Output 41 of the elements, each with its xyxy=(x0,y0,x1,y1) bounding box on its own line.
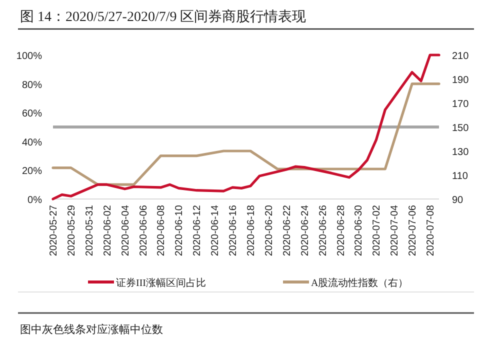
x-tick-label: 2020-06-26 xyxy=(318,204,329,256)
y-tick-label: 40% xyxy=(22,137,42,148)
x-tick-label: 2020-06-02 xyxy=(102,204,114,256)
x-tick-label: 2020-06-06 xyxy=(138,204,150,256)
x-tick-label: 2020-06-12 xyxy=(192,204,204,256)
line-series xyxy=(52,54,440,200)
y-tick-label: 60% xyxy=(22,108,42,120)
x-tick-label: 2020-07-04 xyxy=(390,204,401,256)
text: 图中灰色线条对应涨幅中位数 xyxy=(20,323,163,336)
legend-label: A股流动性指数（右） xyxy=(311,277,408,289)
x-tick-label: 2020-06-10 xyxy=(174,204,186,256)
y2-tick-label: 190 xyxy=(452,75,470,86)
x-tick-label: 2020-06-14 xyxy=(210,204,222,256)
y2-tick-label: 130 xyxy=(452,147,470,158)
x-tick-label: 2020-05-27 xyxy=(48,204,60,256)
line-series xyxy=(52,82,440,186)
x-tick-label: 2020-05-29 xyxy=(66,204,78,256)
x-tick-label: 2020-06-30 xyxy=(354,204,365,256)
x-tick-label: 2020-06-24 xyxy=(300,204,311,256)
y2-tick-label: 110 xyxy=(452,171,468,182)
chart-title: 图 14：2020/5/27-2020/7/9 区间券商股行情表现 xyxy=(20,9,306,25)
x-tick-label: 2020-06-08 xyxy=(156,204,168,256)
x-tick-label: 2020-07-02 xyxy=(372,204,383,256)
y-tick-label: 20% xyxy=(22,166,42,178)
x-tick-label: 2020-06-18 xyxy=(246,204,257,256)
y2-tick-label: 150 xyxy=(452,123,470,134)
x-tick-label: 2020-06-28 xyxy=(336,204,347,256)
x-tick-label: 2020-07-06 xyxy=(408,204,419,256)
x-tick-label: 2020-06-20 xyxy=(264,204,275,256)
x-tick-label: 2020-07-08 xyxy=(426,204,437,256)
x-tick-label: 2020-05-31 xyxy=(84,204,96,256)
x-tick-label: 2020-06-04 xyxy=(120,204,132,256)
y-tick-label: 100% xyxy=(16,51,42,62)
y-tick-label: 0% xyxy=(28,195,42,206)
legend-label: 证券III涨幅区间占比 xyxy=(116,277,206,289)
y2-tick-label: 90 xyxy=(452,195,464,206)
x-tick-label: 2020-06-16 xyxy=(228,204,240,256)
x-tick-label: 2020-06-22 xyxy=(282,204,293,256)
y-tick-label: 80% xyxy=(22,80,42,91)
y2-tick-label: 170 xyxy=(452,99,470,110)
y2-tick-label: 210 xyxy=(452,51,470,62)
